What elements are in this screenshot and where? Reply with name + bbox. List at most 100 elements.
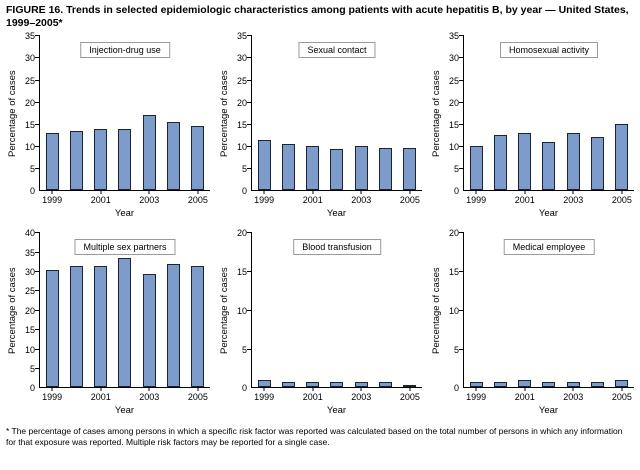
bar-2005 — [191, 265, 205, 388]
x-tick-label: 1999 — [254, 392, 275, 403]
x-tick-label: 1999 — [466, 392, 487, 403]
plot-column: Homosexual activity 1999 2001 2003 2005 Year — [459, 35, 634, 219]
bar-2003 — [566, 133, 580, 191]
bar-2004 — [379, 148, 393, 191]
x-tick-label: 2001 — [302, 195, 323, 206]
x-tick-mark — [148, 190, 150, 195]
plot-column: Sexual contact 1999 2001 2003 2005 Year — [247, 35, 422, 219]
y-tick-label: 35 — [24, 247, 35, 258]
chart-body: Percentage of cases 0 5 10 15 20 25 30 35 Homosex… — [430, 31, 634, 219]
bar-2001 — [306, 146, 320, 191]
x-tick-mark — [572, 190, 574, 195]
x-tick-label: 2003 — [351, 392, 372, 403]
y-tick-label: 30 — [236, 53, 247, 64]
figure-footnote: * The percentage of cases among persons … — [6, 426, 623, 447]
y-tick-mark — [247, 57, 252, 59]
x-tick-mark — [621, 387, 623, 392]
y-tick-mark — [35, 101, 40, 103]
x-tick-label: 2005 — [187, 195, 208, 206]
y-axis-label: Percentage of cases — [431, 70, 442, 158]
chart-homosexual-activity: Percentage of cases 0 5 10 15 20 25 30 35 Homosex… — [430, 31, 634, 219]
chart-body: Percentage of cases 0 5 10 15 20 25 30 35 Sexual … — [218, 31, 422, 219]
plot-column: Blood transfusion 1999 2001 2003 2005 Year — [247, 232, 422, 417]
y-axis: 0 5 10 15 20 25 30 35 — [19, 31, 39, 196]
bar-2002 — [542, 141, 556, 191]
y-tick-mark — [35, 145, 40, 147]
bar-2000 — [281, 144, 295, 191]
bar-2003 — [142, 273, 156, 388]
y-tick-label: 30 — [24, 267, 35, 277]
bar-2002 — [542, 381, 556, 388]
y-tick-label: 25 — [24, 75, 35, 86]
y-tick-mark — [35, 309, 40, 311]
x-tick-mark — [524, 387, 526, 392]
bar-2002 — [118, 258, 132, 388]
y-tick-label: 10 — [448, 141, 459, 152]
y-tick-label: 20 — [24, 97, 35, 108]
y-axis-label: Percentage of cases — [431, 267, 442, 355]
x-tick-mark — [51, 387, 53, 392]
x-tick-mark — [475, 190, 477, 195]
y-tick-mark — [459, 35, 464, 37]
y-tick-mark — [459, 123, 464, 125]
x-tick-label: 2001 — [514, 195, 535, 206]
y-tick-mark — [247, 271, 252, 272]
x-tick-label: 2001 — [90, 195, 111, 206]
y-tick-mark — [247, 232, 252, 234]
plot-area: Homosexual activity — [459, 35, 634, 195]
bar-2003 — [142, 115, 156, 191]
y-tick-label: 5 — [453, 344, 459, 355]
x-tick-mark — [197, 387, 199, 392]
bar-2000 — [493, 135, 507, 191]
x-tick-mark — [360, 190, 362, 195]
x-tick-label: 2005 — [399, 195, 420, 206]
bar-2003 — [566, 381, 580, 388]
y-axis: 0 5 10 15 20 25 30 35 — [231, 31, 251, 196]
figure-title: FIGURE 16. Trends in selected epidemiolo… — [6, 4, 629, 30]
bar-2004 — [379, 381, 393, 388]
x-tick-label: 2001 — [302, 392, 323, 403]
y-tick-mark — [35, 290, 40, 292]
x-tick-label: 2005 — [611, 392, 632, 403]
figure-page: FIGURE 16. Trends in selected epidemiolo… — [6, 4, 634, 447]
x-tick-mark — [572, 387, 574, 392]
plot-area: Medical employee — [459, 232, 634, 392]
y-axis-label: Percentage of cases — [219, 267, 230, 355]
y-tick-mark — [35, 251, 40, 253]
y-tick-mark — [459, 348, 464, 350]
y-tick-mark — [35, 271, 40, 272]
x-axis-label: Year — [326, 405, 347, 417]
y-tick-label: 35 — [448, 31, 459, 42]
y-tick-mark — [459, 57, 464, 59]
plot-area: Multiple sex partners — [35, 232, 210, 392]
x-tick-mark — [621, 190, 623, 195]
x-tick-mark — [360, 387, 362, 392]
x-tick-mark — [263, 387, 265, 392]
bar-1999 — [257, 379, 271, 388]
y-tick-label: 5 — [29, 164, 35, 175]
y-axis-label: Percentage of cases — [7, 70, 18, 158]
bar-2000 — [69, 130, 83, 191]
y-tick-label: 10 — [24, 344, 35, 355]
y-tick-mark — [35, 123, 40, 125]
x-axis-label: Year — [538, 405, 559, 417]
y-tick-label: 0 — [241, 383, 247, 394]
x-tick-label: 2005 — [187, 392, 208, 403]
chart-body: Percentage of cases 0 5 10 15 20 25 30 35 40 Multi… — [6, 228, 210, 416]
x-axis: 1999 2001 2003 2005 — [40, 392, 210, 403]
y-tick-label: 5 — [241, 344, 247, 355]
y-tick-mark — [35, 329, 40, 331]
x-tick-mark — [263, 190, 265, 195]
y-tick-label: 35 — [236, 31, 247, 42]
y-tick-label: 5 — [453, 164, 459, 175]
y-axis-label: Percentage of cases — [219, 70, 230, 158]
plot-area: Blood transfusion — [247, 232, 422, 392]
plot-area: Injection-drug use — [35, 35, 210, 195]
y-tick-label: 20 — [236, 228, 247, 239]
x-tick-label: 1999 — [42, 195, 63, 206]
y-tick-label: 10 — [236, 305, 247, 316]
x-tick-mark — [100, 190, 102, 195]
chart-title: Multiple sex partners — [74, 239, 176, 256]
bar-2001 — [306, 381, 320, 388]
y-tick-label: 5 — [29, 363, 35, 374]
